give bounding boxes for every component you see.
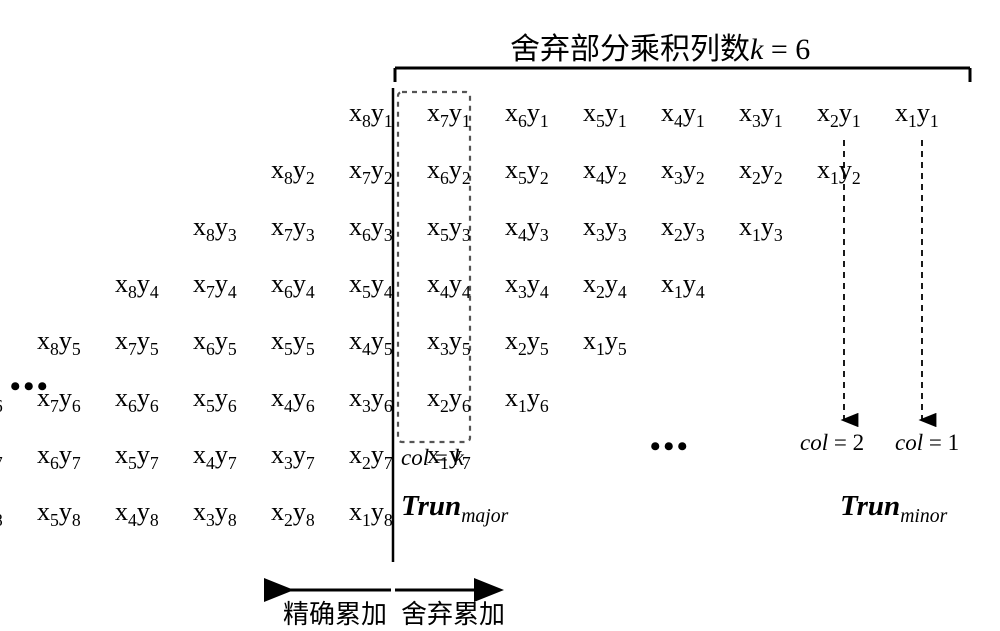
pp-term: x8y4 bbox=[115, 269, 159, 299]
pp-term: x1y6 bbox=[505, 383, 549, 413]
pp-term: x3y8 bbox=[193, 497, 237, 527]
pp-term: x4y5 bbox=[349, 326, 393, 356]
col-1-label: col = 1 bbox=[895, 430, 959, 456]
pp-term: x1y3 bbox=[739, 212, 783, 242]
pp-term: x7y3 bbox=[271, 212, 315, 242]
col-k-label: col = k bbox=[401, 445, 464, 471]
pp-term: x5y1 bbox=[583, 98, 627, 128]
pp-term: x6y7 bbox=[37, 440, 81, 470]
pp-term: x2y5 bbox=[505, 326, 549, 356]
discard-accumulate-label: 舍弃累加 bbox=[401, 594, 505, 631]
pp-term: x5y7 bbox=[115, 440, 159, 470]
pp-term: x3y1 bbox=[739, 98, 783, 128]
pp-term: x3y5 bbox=[427, 326, 471, 356]
pp-term: x3y7 bbox=[271, 440, 315, 470]
pp-term: x6y5 bbox=[193, 326, 237, 356]
pp-term: x8y6 bbox=[0, 383, 3, 413]
pp-term: x3y6 bbox=[349, 383, 393, 413]
pp-term: x8y2 bbox=[271, 155, 315, 185]
pp-term: x7y4 bbox=[193, 269, 237, 299]
pp-term: x1y4 bbox=[661, 269, 705, 299]
pp-term: x5y2 bbox=[505, 155, 549, 185]
pp-term: x4y2 bbox=[583, 155, 627, 185]
pp-term: x2y2 bbox=[739, 155, 783, 185]
pp-term: x3y3 bbox=[583, 212, 627, 242]
pp-term: x5y5 bbox=[271, 326, 315, 356]
pp-term: x7y5 bbox=[115, 326, 159, 356]
pp-term: x5y3 bbox=[427, 212, 471, 242]
pp-term: x3y4 bbox=[505, 269, 549, 299]
exact-accumulate-label: 精确累加 bbox=[283, 594, 387, 631]
pp-term: x6y2 bbox=[427, 155, 471, 185]
pp-term: x8y5 bbox=[37, 326, 81, 356]
pp-term: x8y1 bbox=[349, 98, 393, 128]
title-label: 舍弃部分乘积列数k = 6 bbox=[510, 24, 810, 68]
pp-term: x4y1 bbox=[661, 98, 705, 128]
pp-term: x3y2 bbox=[661, 155, 705, 185]
pp-term: x6y1 bbox=[505, 98, 549, 128]
ellipsis-left: ••• bbox=[10, 370, 51, 404]
col-2-label: col = 2 bbox=[800, 430, 864, 456]
pp-term: x8y3 bbox=[193, 212, 237, 242]
pp-term: x2y1 bbox=[817, 98, 861, 128]
pp-term: x6y6 bbox=[115, 383, 159, 413]
pp-term: x6y4 bbox=[271, 269, 315, 299]
pp-term: x5y8 bbox=[37, 497, 81, 527]
pp-term: x7y1 bbox=[427, 98, 471, 128]
pp-term: x2y4 bbox=[583, 269, 627, 299]
pp-term: x1y1 bbox=[895, 98, 939, 128]
pp-term: x4y6 bbox=[271, 383, 315, 413]
trun-major-label: Trunmajor bbox=[401, 490, 508, 523]
pp-term: x1y2 bbox=[817, 155, 861, 185]
pp-term: x2y3 bbox=[661, 212, 705, 242]
pp-term: x4y4 bbox=[427, 269, 471, 299]
pp-term: x7y2 bbox=[349, 155, 393, 185]
pp-term: x4y7 bbox=[193, 440, 237, 470]
trun-minor-label: Trunminor bbox=[840, 490, 947, 523]
pp-term: x2y8 bbox=[271, 497, 315, 527]
pp-term: x2y6 bbox=[427, 383, 471, 413]
pp-term: x4y3 bbox=[505, 212, 549, 242]
pp-term: x5y6 bbox=[193, 383, 237, 413]
pp-term: x1y5 bbox=[583, 326, 627, 356]
overlay-svg bbox=[0, 0, 1000, 629]
ellipsis-right: ••• bbox=[650, 430, 691, 464]
pp-term: x7y7 bbox=[0, 440, 3, 470]
pp-term: x5y4 bbox=[349, 269, 393, 299]
pp-term: x1y8 bbox=[349, 497, 393, 527]
pp-term: x2y7 bbox=[349, 440, 393, 470]
pp-term: x6y3 bbox=[349, 212, 393, 242]
pp-term: x4y8 bbox=[115, 497, 159, 527]
pp-term: x6y8 bbox=[0, 497, 3, 527]
